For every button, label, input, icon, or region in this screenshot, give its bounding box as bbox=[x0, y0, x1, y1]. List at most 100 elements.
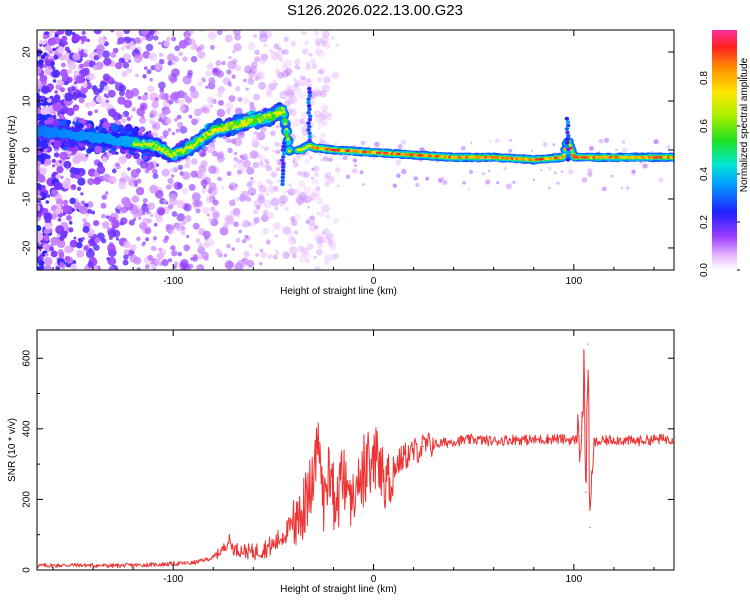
ridge-cell bbox=[161, 147, 165, 151]
noise-cell bbox=[285, 229, 293, 238]
faint-cell bbox=[548, 166, 552, 171]
ridge-core-cell bbox=[258, 116, 264, 121]
noise-cell bbox=[266, 87, 273, 94]
faint-cell bbox=[374, 141, 380, 148]
faint-cell bbox=[581, 177, 588, 183]
noise-cell bbox=[317, 126, 321, 130]
noise-cell bbox=[284, 67, 293, 76]
noise-cell bbox=[121, 113, 126, 117]
faint-cell bbox=[362, 183, 365, 186]
noise-cell bbox=[103, 152, 107, 156]
noise-cell bbox=[180, 230, 186, 236]
faint-cell bbox=[351, 168, 358, 174]
noise-cell bbox=[277, 72, 284, 79]
streak-cell bbox=[306, 104, 312, 108]
noise-cell bbox=[62, 204, 71, 213]
noise-cell bbox=[315, 186, 321, 192]
snr-point bbox=[613, 438, 615, 440]
noise-cell bbox=[221, 186, 225, 190]
ridge-cell bbox=[160, 149, 164, 153]
noise-cell bbox=[37, 232, 44, 241]
noise-cell bbox=[179, 105, 186, 112]
noise-cell bbox=[318, 69, 325, 76]
faint-cell bbox=[496, 181, 499, 185]
ridge-cell bbox=[174, 153, 178, 157]
noise-cell bbox=[309, 192, 317, 200]
noise-cell bbox=[301, 30, 306, 36]
snr-point bbox=[282, 534, 284, 536]
ridge-noise-cell bbox=[102, 121, 111, 130]
ridge-cell bbox=[180, 148, 183, 152]
noise-cell bbox=[305, 219, 311, 225]
noise-cell bbox=[294, 117, 300, 122]
noise-cell bbox=[158, 41, 162, 45]
noise-cell bbox=[275, 149, 281, 155]
noise-cell bbox=[232, 50, 236, 54]
snr-point bbox=[589, 527, 591, 529]
faint-cell bbox=[666, 145, 671, 150]
noise-cell bbox=[253, 93, 260, 101]
noise-cell bbox=[121, 118, 127, 124]
snr-point bbox=[513, 438, 515, 440]
streak-cell bbox=[307, 93, 313, 98]
noise-cell bbox=[263, 146, 269, 152]
noise-cell bbox=[49, 30, 55, 34]
noise-cell bbox=[68, 227, 74, 233]
noise-cell bbox=[128, 219, 135, 226]
ridge-cell bbox=[262, 114, 266, 117]
noise-cell bbox=[264, 158, 269, 163]
noise-cell bbox=[173, 56, 180, 63]
noise-cell bbox=[77, 238, 82, 242]
ridge-cell bbox=[164, 152, 168, 156]
noise-cell bbox=[310, 197, 314, 201]
noise-cell bbox=[206, 63, 214, 70]
ridge-noise-cell bbox=[135, 154, 140, 159]
ridge-noise-cell bbox=[124, 123, 133, 132]
ridge-cell bbox=[173, 151, 176, 155]
noise-cell bbox=[197, 81, 203, 87]
noise-cell bbox=[84, 246, 89, 250]
noise-cell bbox=[243, 78, 247, 83]
noise-cell bbox=[262, 227, 269, 235]
noise-cell bbox=[176, 114, 182, 120]
noise-cell bbox=[67, 150, 72, 155]
noise-cell bbox=[117, 36, 125, 45]
noise-cell bbox=[207, 31, 217, 41]
noise-cell bbox=[38, 59, 44, 65]
noise-cell bbox=[37, 66, 42, 75]
noise-cell bbox=[265, 165, 272, 172]
faint-cell bbox=[531, 149, 534, 152]
noise-cell bbox=[201, 189, 207, 194]
ridge-cell bbox=[230, 121, 234, 125]
noise-cell bbox=[85, 249, 95, 259]
streak-cell bbox=[282, 151, 287, 156]
noise-cell bbox=[116, 204, 122, 210]
noise-cell bbox=[318, 137, 325, 144]
noise-cell bbox=[293, 188, 300, 195]
noise-cell bbox=[297, 67, 301, 70]
noise-cell bbox=[158, 92, 166, 100]
noise-cell bbox=[40, 96, 45, 102]
noise-cell bbox=[58, 160, 63, 164]
ridge-cell bbox=[140, 144, 144, 147]
noise-cell bbox=[133, 180, 138, 184]
faint-cell bbox=[631, 169, 636, 174]
faint-cell bbox=[328, 157, 334, 162]
noise-cell bbox=[169, 197, 178, 206]
noise-cell bbox=[178, 98, 185, 106]
noise-cell bbox=[63, 160, 72, 169]
noise-cell bbox=[274, 206, 279, 211]
noise-cell bbox=[51, 189, 58, 197]
noise-cell bbox=[181, 263, 191, 270]
noise-cell bbox=[39, 157, 45, 163]
noise-cell bbox=[232, 163, 238, 169]
noise-cell bbox=[159, 52, 164, 58]
noise-cell bbox=[57, 30, 65, 35]
ridge-core-cell bbox=[264, 115, 270, 119]
noise-cell bbox=[79, 205, 88, 215]
faint-cell bbox=[352, 158, 358, 163]
noise-cell bbox=[138, 222, 147, 230]
streak-cell bbox=[564, 127, 570, 131]
noise-cell bbox=[164, 235, 169, 240]
